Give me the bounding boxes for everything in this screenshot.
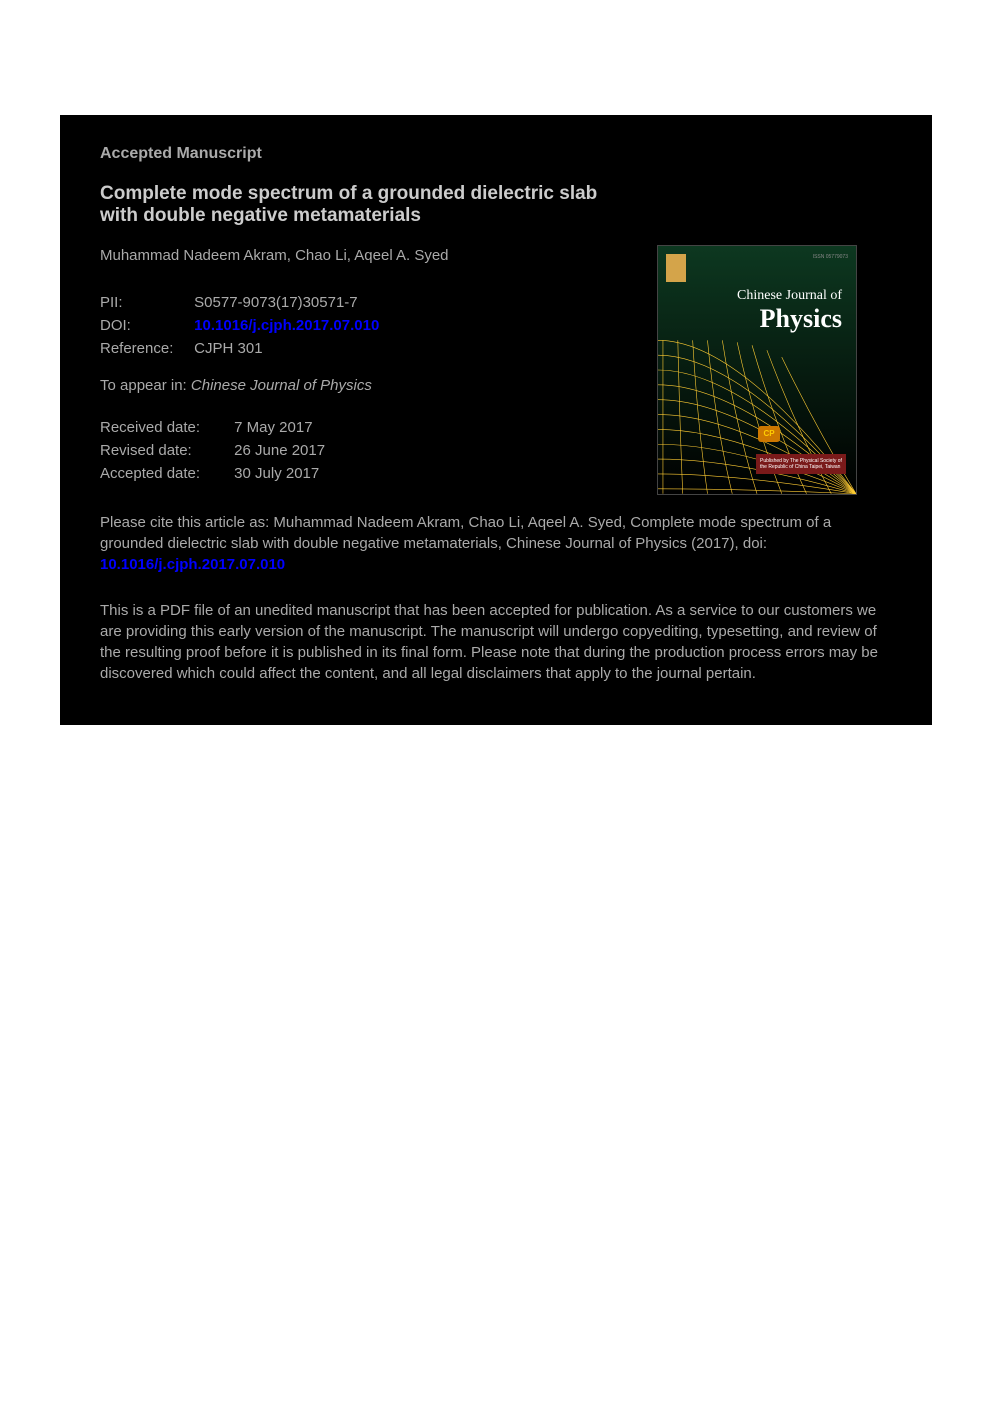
cover-issn: ISSN 05779073 bbox=[813, 254, 848, 260]
accepted-label: Accepted date: bbox=[100, 465, 230, 482]
appear-in-label: To appear in: bbox=[100, 377, 187, 394]
article-title: Complete mode spectrum of a grounded die… bbox=[100, 183, 620, 227]
accepted-manuscript-label: Accepted Manuscript bbox=[100, 145, 892, 163]
cover-journal-name-1: Chinese Journal of bbox=[737, 288, 842, 304]
journal-name: Chinese Journal of Physics bbox=[191, 377, 372, 394]
doi-link[interactable]: 10.1016/j.cjph.2017.07.010 bbox=[194, 317, 379, 334]
article-authors: Muhammad Nadeem Akram, Chao Li, Aqeel A.… bbox=[100, 247, 620, 264]
disclaimer-text: This is a PDF file of an unedited manusc… bbox=[100, 600, 892, 684]
journal-cover: ISSN 05779073 Chinese Journal of Physics… bbox=[657, 245, 857, 495]
reference-value: CJPH 301 bbox=[194, 340, 262, 357]
reference-label: Reference: bbox=[100, 340, 190, 357]
citation-text: Please cite this article as: Muhammad Na… bbox=[100, 514, 831, 552]
doi-label: DOI: bbox=[100, 317, 190, 334]
elsevier-logo bbox=[666, 254, 686, 282]
received-date: 7 May 2017 bbox=[234, 419, 312, 436]
page: ISSN 05779073 Chinese Journal of Physics… bbox=[0, 0, 992, 1403]
pii-label: PII: bbox=[100, 294, 190, 311]
revised-label: Revised date: bbox=[100, 442, 230, 459]
accepted-date: 30 July 2017 bbox=[234, 465, 319, 482]
citation-doi-link[interactable]: 10.1016/j.cjph.2017.07.010 bbox=[100, 556, 285, 573]
received-label: Received date: bbox=[100, 419, 230, 436]
manuscript-box: ISSN 05779073 Chinese Journal of Physics… bbox=[60, 115, 932, 725]
pii-value: S0577-9073(17)30571-7 bbox=[194, 294, 357, 311]
citation-block: Please cite this article as: Muhammad Na… bbox=[100, 512, 892, 575]
revised-date: 26 June 2017 bbox=[234, 442, 325, 459]
cover-journal-name-2: Physics bbox=[760, 304, 842, 334]
cover-publisher: Published by The Physical Society of the… bbox=[756, 454, 846, 474]
cover-cp-logo: CP bbox=[758, 426, 780, 442]
